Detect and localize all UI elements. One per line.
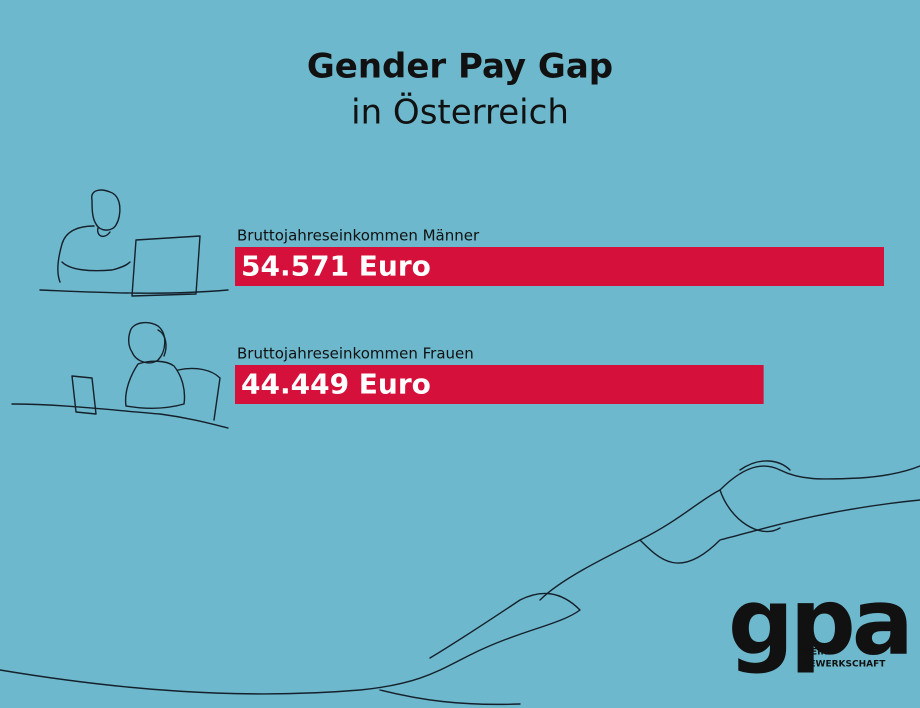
value-label: 54.571 Euro [241,250,431,283]
category-label: Bruttojahreseinkommen Frauen [237,345,474,363]
illustration-swimmer [0,460,920,706]
bar [235,365,764,404]
category-label: Bruttojahreseinkommen Männer [237,227,480,245]
logo-tagline: GEWERKSCHAFT [802,660,886,670]
chart-title: Gender Pay Gap [307,47,613,87]
logo: gpa [728,568,910,675]
illustration-man [39,189,229,297]
value-label: 44.449 Euro [241,368,431,401]
illustration-woman [11,321,229,429]
bar [235,247,884,286]
logo-tagline: MEINE [802,648,834,658]
chart-subtitle: in Österreich [351,92,569,133]
